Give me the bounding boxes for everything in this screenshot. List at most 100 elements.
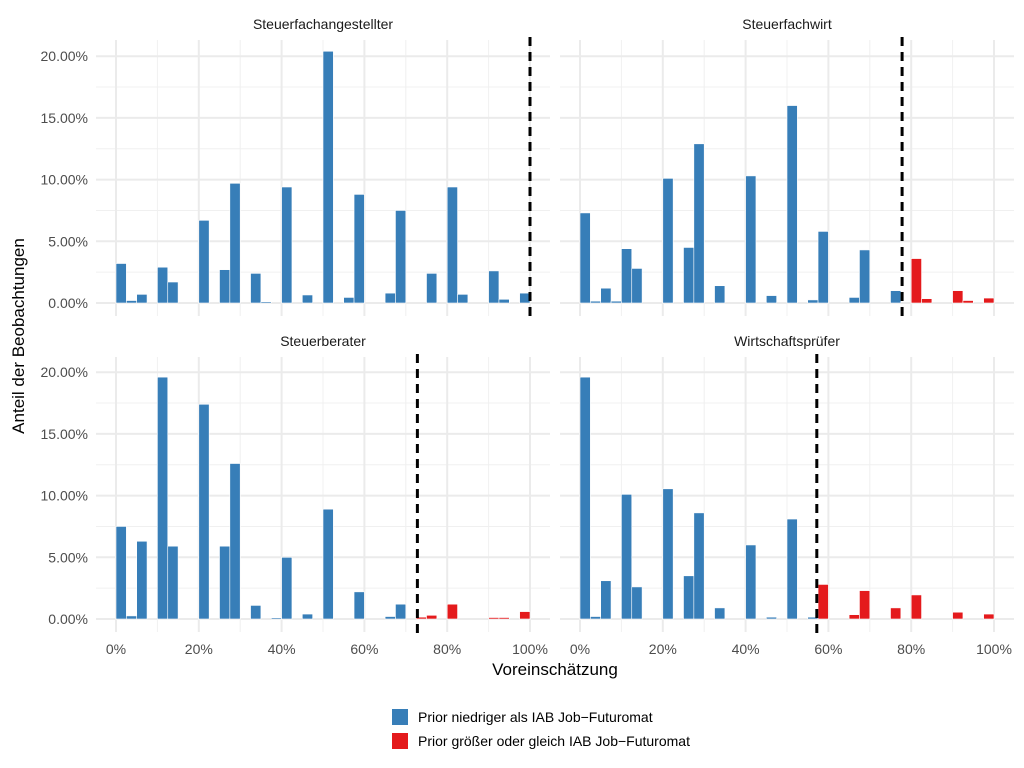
histogram-bar bbox=[714, 285, 726, 304]
x-tick-label: 0% bbox=[106, 641, 126, 657]
histogram-bar bbox=[157, 266, 169, 304]
histogram-bar bbox=[115, 526, 127, 620]
histogram-bar bbox=[157, 376, 169, 620]
x-tick-label: 80% bbox=[433, 641, 461, 657]
panels-layer: Steuerfachangestellter 0.00% 5.00% 10.00% 15… bbox=[41, 16, 1014, 657]
legend-swatch-blue bbox=[392, 709, 408, 725]
histogram-bar bbox=[983, 613, 995, 620]
legend-swatch-red bbox=[392, 733, 408, 749]
histogram-bar bbox=[683, 575, 695, 620]
histogram-bar bbox=[921, 298, 933, 304]
panel-title: Steuerberater bbox=[280, 333, 366, 349]
histogram-bar bbox=[952, 290, 964, 304]
y-axis-title: Anteil der Beobachtungen bbox=[9, 238, 28, 434]
histogram-bar bbox=[765, 616, 777, 620]
y-tick-label: 5.00% bbox=[48, 233, 88, 249]
histogram-bar bbox=[395, 210, 407, 304]
y-tick-label: 5.00% bbox=[48, 549, 88, 565]
histogram-bar bbox=[590, 616, 601, 620]
histogram-bar bbox=[395, 603, 407, 620]
histogram-bar bbox=[817, 584, 829, 620]
histogram-bar bbox=[890, 290, 902, 304]
y-tick-label: 20.00% bbox=[41, 48, 88, 64]
histogram-bar bbox=[714, 607, 726, 620]
panel-4: Wirtschaftsprüfer 0% 20% 40% 60% 80% 100% bbox=[560, 333, 1014, 657]
x-tick-label: 0% bbox=[570, 641, 590, 657]
histogram-bar bbox=[250, 273, 262, 304]
histogram-bar bbox=[579, 376, 591, 620]
histogram-bar bbox=[662, 488, 674, 620]
histogram-bar bbox=[590, 300, 601, 304]
histogram-bar bbox=[250, 605, 262, 620]
histogram-bar bbox=[198, 220, 210, 304]
legend: Prior niedriger als IAB Job−Futuromat Pr… bbox=[392, 709, 690, 749]
y-tick-label: 15.00% bbox=[41, 110, 88, 126]
histogram-bar bbox=[384, 616, 396, 620]
histogram-bar bbox=[136, 294, 148, 304]
histogram-bar bbox=[270, 617, 282, 620]
histogram-bar bbox=[498, 617, 510, 620]
x-tick-label: 60% bbox=[814, 641, 842, 657]
histogram-bar bbox=[229, 463, 241, 620]
panel-title: Wirtschaftsprüfer bbox=[734, 333, 840, 349]
histogram-bar bbox=[600, 580, 612, 620]
histogram-bar bbox=[600, 287, 612, 304]
histogram-bar bbox=[488, 270, 500, 304]
histogram-bar bbox=[848, 297, 860, 304]
histogram-bar bbox=[353, 194, 365, 304]
histogram-bar bbox=[322, 50, 334, 304]
y-tick-label: 0.00% bbox=[48, 611, 88, 627]
histogram-bar bbox=[498, 298, 510, 304]
panel-1: Steuerfachangestellter 0.00% 5.00% 10.00% 15… bbox=[41, 16, 550, 318]
histogram-bar bbox=[219, 269, 231, 304]
histogram-bar bbox=[890, 607, 902, 620]
x-tick-label: 60% bbox=[350, 641, 378, 657]
legend-label-blue: Prior niedriger als IAB Job−Futuromat bbox=[418, 709, 653, 725]
x-tick-label: 100% bbox=[976, 641, 1012, 657]
legend-label-red: Prior größer oder gleich IAB Job−Futurom… bbox=[418, 733, 690, 749]
histogram-bar bbox=[631, 586, 643, 620]
histogram-bar bbox=[631, 268, 643, 304]
histogram-bar bbox=[446, 186, 458, 304]
x-tick-label: 80% bbox=[897, 641, 925, 657]
histogram-bar bbox=[457, 294, 469, 304]
histogram-bar bbox=[426, 273, 438, 304]
histogram-bar bbox=[662, 178, 674, 304]
y-tick-label: 15.00% bbox=[41, 426, 88, 442]
histogram-bar bbox=[322, 508, 334, 620]
y-tick-label: 10.00% bbox=[41, 488, 88, 504]
panel-2: Steuerfachwirt bbox=[560, 16, 1014, 318]
histogram-bar bbox=[610, 300, 622, 304]
histogram-bar bbox=[281, 556, 293, 620]
histogram-bar bbox=[519, 611, 531, 620]
histogram-bar bbox=[281, 186, 293, 304]
histogram-bar bbox=[198, 403, 210, 620]
histogram-bar bbox=[167, 545, 179, 620]
histogram-bar bbox=[519, 292, 531, 304]
y-tick-label: 10.00% bbox=[41, 172, 88, 188]
y-tick-label: 0.00% bbox=[48, 295, 88, 311]
histogram-bar bbox=[962, 300, 974, 304]
histogram-bar bbox=[229, 183, 241, 304]
histogram-bar bbox=[848, 614, 860, 620]
histogram-bar bbox=[693, 143, 705, 304]
histogram-bar bbox=[745, 175, 757, 304]
histogram-bar bbox=[859, 249, 871, 304]
x-tick-label: 40% bbox=[268, 641, 296, 657]
panel-title: Steuerfachangestellter bbox=[253, 16, 393, 32]
histogram-bar bbox=[343, 297, 355, 304]
x-tick-label: 100% bbox=[512, 641, 548, 657]
histogram-bar bbox=[621, 494, 633, 620]
x-tick-label: 40% bbox=[732, 641, 760, 657]
panel-title: Steuerfachwirt bbox=[742, 16, 832, 32]
histogram-bar bbox=[426, 614, 438, 620]
histogram-bar bbox=[384, 292, 396, 304]
histogram-bar bbox=[683, 247, 695, 304]
histogram-bar bbox=[260, 301, 272, 304]
histogram-bar bbox=[621, 248, 633, 304]
x-tick-label: 20% bbox=[649, 641, 677, 657]
histogram-bar bbox=[126, 615, 137, 620]
x-axis-title: Voreinschätzung bbox=[492, 660, 618, 679]
histogram-bar bbox=[807, 299, 819, 304]
